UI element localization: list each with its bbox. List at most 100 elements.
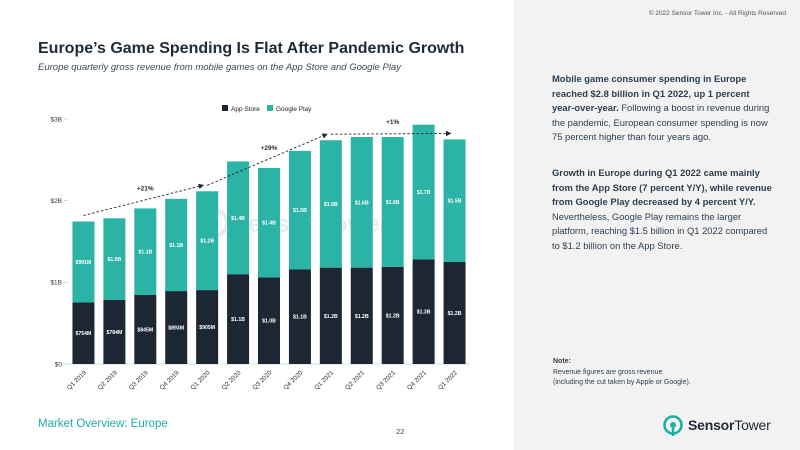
commentary-2-text: Nevertheless, Google Play remains the la… [552, 210, 768, 251]
bar-value-label: $905M [199, 325, 215, 331]
x-tick-label: Q1 2022 [437, 369, 459, 391]
note-title: Note: [553, 358, 571, 365]
bar-segment [381, 136, 404, 267]
bar-value-label: $1.5B [448, 199, 462, 205]
bar-segment [103, 218, 126, 300]
bar-segment [443, 261, 466, 364]
bars: $754M $991M $784M $1.0B $845M $1.1B $893M $1.1B… [72, 124, 466, 364]
bar-value-label: $1.1B [231, 317, 245, 323]
x-tick-label: Q2 2021 [344, 369, 366, 391]
bar-segment [350, 267, 373, 364]
bar-value-label: $1.1B [169, 243, 183, 249]
growth-arrow [330, 130, 452, 137]
legend-label-app-store: App Store [231, 106, 260, 113]
bar-segment [227, 274, 250, 364]
bar-segment [134, 294, 157, 364]
commentary-panel [514, 0, 800, 450]
bar-value-label: $1.6B [386, 200, 400, 206]
legend-swatch-google-play [267, 105, 273, 111]
growth-label: +29% [261, 145, 278, 152]
commentary-2-highlight: Growth in Europe during Q1 2022 came mai… [552, 167, 772, 208]
x-tick-label: Q1 2019 [66, 369, 88, 391]
bar-value-label: $1.1B [138, 250, 152, 256]
note-line-2: (including the cut taken by Apple or Goo… [553, 378, 691, 386]
x-tick-label: Q1 2021 [313, 369, 335, 391]
x-tick-label: Q4 2021 [406, 369, 428, 391]
logo-text-sensor: Sensor [688, 417, 735, 433]
x-tick-label: Q3 2020 [251, 369, 273, 391]
bar-segment [319, 267, 342, 364]
x-tick-label: Q2 2019 [97, 369, 119, 391]
legend-swatch-app-store [222, 105, 228, 111]
bar-value-label: $1.2B [386, 313, 400, 319]
y-tick-label: $2B [50, 198, 62, 205]
bar-segment [258, 168, 280, 278]
bar-segment [196, 191, 219, 291]
bar-value-label: $1.2B [355, 314, 369, 320]
bar-segment [165, 291, 188, 364]
bar-value-label: $1.2B [324, 314, 338, 320]
bar-value-label: $1.2B [448, 311, 462, 317]
y-tick-label: $3B [50, 116, 62, 123]
bar-value-label: $1.7B [417, 190, 431, 196]
bar-segment [443, 139, 466, 262]
commentary-1-highlight: Mobile game consumer spending in Europe … [552, 73, 750, 114]
x-tick-label: Q3 2021 [375, 369, 397, 391]
note-body: Revenue figures are gross revenue (inclu… [553, 368, 753, 387]
bar-segment [103, 299, 126, 364]
x-tick-label: Q1 2020 [190, 369, 212, 391]
bar-segment [72, 221, 95, 303]
y-tick-label: $0 [55, 361, 63, 368]
bar-value-label: $1.5B [293, 208, 307, 214]
bar-value-label: $1.2B [200, 239, 214, 245]
bar-segment [288, 150, 311, 270]
bar-value-label: $1.6B [324, 202, 338, 208]
logo-text-tower: Tower [734, 417, 771, 433]
bar-segment [412, 259, 435, 364]
bar-value-label: $1.4B [262, 221, 276, 227]
revenue-chart: App Store Google Play $0$1B$2B$3B Sensor… [50, 105, 470, 392]
bar-value-label: $845M [137, 327, 153, 333]
growth-label: +21% [137, 185, 154, 192]
x-tick-label: Q4 2020 [282, 369, 304, 391]
page-subtitle: Europe quarterly gross revenue from mobi… [38, 62, 401, 73]
x-tick-label: Q4 2019 [159, 369, 181, 391]
sensor-tower-logo-icon [663, 415, 683, 436]
bar-segment [227, 161, 250, 275]
bar-segment [134, 208, 157, 295]
y-tick-label: $1B [50, 280, 62, 287]
bar-segment [165, 198, 188, 292]
bar-value-label: $1.0B [262, 319, 276, 325]
x-tick-label: Q3 2019 [128, 369, 150, 391]
commentary-paragraph-2: Growth in Europe during Q1 2022 came mai… [552, 166, 774, 254]
note-line-1: Revenue figures are gross revenue [553, 369, 663, 376]
x-tick-label: Q2 2020 [220, 369, 242, 391]
section-label: Market Overview: Europe [38, 418, 168, 430]
page-title: Europe’s Game Spending Is Flat After Pan… [38, 40, 465, 57]
page-number: 22 [396, 427, 405, 436]
bar-value-label: $1.6B [355, 200, 369, 206]
bar-value-label: $893M [168, 326, 184, 332]
bar-segment [350, 136, 373, 268]
bar-value-label: $1.3B [417, 310, 431, 316]
bar-value-label: $754M [76, 331, 92, 337]
growth-annotations: +21% +29% +1% [83, 119, 452, 216]
sensor-tower-logo: SensorTower [662, 414, 771, 436]
x-axis-labels: Q1 2019 Q2 2019 Q3 2019 Q4 2019 Q1 2020 Q2 20… [66, 369, 459, 391]
legend-label-google-play: Google Play [276, 106, 312, 113]
bar-segment [412, 124, 435, 260]
bar-value-label: $1.0B [107, 257, 121, 263]
chart-legend: App Store Google Play [222, 105, 312, 113]
commentary-1-text: Following a boost in revenue during the … [552, 102, 770, 143]
bar-value-label: $784M [106, 330, 122, 336]
copyright: © 2022 Sensor Tower Inc. - All Rights Re… [648, 10, 786, 17]
growth-label: +1% [386, 119, 399, 126]
bar-segment [319, 140, 342, 268]
bar-value-label: $1.1B [293, 315, 307, 321]
bar-segment [288, 269, 311, 364]
bar-value-label: $991M [76, 260, 92, 266]
bar-value-label: $1.4B [231, 216, 245, 222]
bar-segment [258, 277, 280, 364]
bar-segment [72, 302, 95, 364]
bar-segment [196, 290, 219, 364]
